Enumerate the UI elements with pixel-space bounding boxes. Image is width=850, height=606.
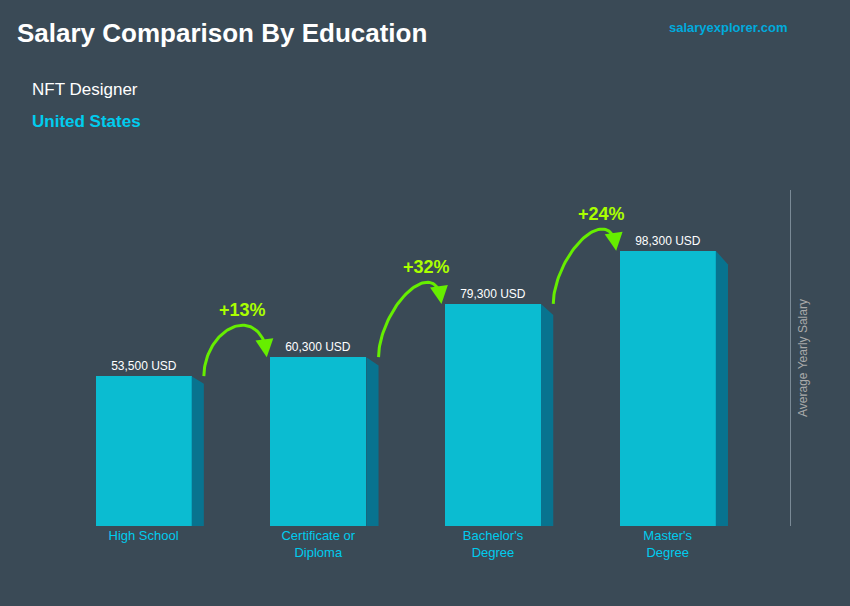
svg-text:79,300 USD: 79,300 USD — [460, 287, 526, 301]
svg-text:+24%: +24% — [578, 204, 625, 224]
svg-text:Salary Comparison By Education: Salary Comparison By Education — [17, 18, 427, 48]
svg-text:NFT Designer: NFT Designer — [32, 80, 138, 99]
svg-text:United States: United States — [32, 112, 141, 131]
svg-text:High School: High School — [109, 528, 179, 543]
svg-text:+32%: +32% — [403, 257, 450, 277]
svg-text:salaryexplorer.com: salaryexplorer.com — [669, 20, 788, 35]
svg-text:Certificate orDiploma: Certificate orDiploma — [281, 528, 355, 560]
svg-text:60,300 USD: 60,300 USD — [285, 340, 351, 354]
svg-text:Master'sDegree: Master'sDegree — [643, 528, 692, 560]
svg-text:53,500 USD: 53,500 USD — [111, 359, 177, 373]
svg-text:98,300 USD: 98,300 USD — [635, 234, 701, 248]
svg-text:Bachelor'sDegree: Bachelor'sDegree — [463, 528, 524, 560]
svg-text:Average Yearly Salary: Average Yearly Salary — [796, 299, 810, 417]
svg-text:+13%: +13% — [219, 300, 266, 320]
